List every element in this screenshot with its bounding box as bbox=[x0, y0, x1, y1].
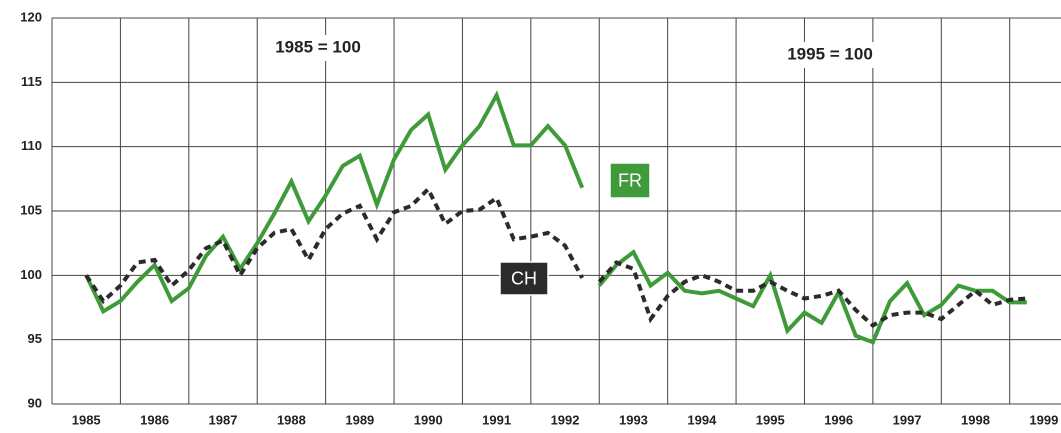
x-tick-label: 1999 bbox=[1029, 412, 1058, 427]
series-line bbox=[84, 185, 584, 305]
x-tick-label: 1993 bbox=[619, 412, 648, 427]
x-tick-label: 1996 bbox=[824, 412, 853, 427]
y-tick-label: 100 bbox=[20, 267, 42, 282]
annotation: 1985 = 100 bbox=[275, 37, 361, 56]
annotation: 1995 = 100 bbox=[787, 44, 873, 63]
x-tick-label: 1986 bbox=[140, 412, 169, 427]
annotation-bg bbox=[266, 35, 370, 61]
x-tick-label: 1987 bbox=[209, 412, 238, 427]
x-tick-label: 1997 bbox=[893, 412, 922, 427]
series-line bbox=[84, 90, 585, 315]
series-label: CH bbox=[511, 268, 537, 288]
y-tick-label: 120 bbox=[20, 9, 42, 24]
series-label: FR bbox=[618, 170, 642, 190]
x-tick-label: 1994 bbox=[687, 412, 717, 427]
y-tick-label: 90 bbox=[28, 395, 42, 410]
x-tick-label: 1995 bbox=[756, 412, 785, 427]
x-tick-label: 1988 bbox=[277, 412, 306, 427]
series-line bbox=[597, 249, 1027, 345]
annotation-bg bbox=[778, 42, 882, 68]
y-tick-label: 115 bbox=[21, 74, 42, 89]
x-tick-label: 1989 bbox=[345, 412, 374, 427]
y-tick-label: 110 bbox=[21, 138, 42, 153]
x-tick-label: 1991 bbox=[482, 412, 511, 427]
x-tick-label: 1998 bbox=[961, 412, 990, 427]
series-label-box bbox=[499, 261, 549, 296]
x-tick-label: 1992 bbox=[551, 412, 580, 427]
y-tick-label: 105 bbox=[20, 202, 42, 217]
x-tick-label: 1985 bbox=[72, 412, 101, 427]
x-tick-label: 1990 bbox=[414, 412, 443, 427]
series-label-box bbox=[609, 162, 651, 199]
y-tick-label: 95 bbox=[28, 331, 42, 346]
